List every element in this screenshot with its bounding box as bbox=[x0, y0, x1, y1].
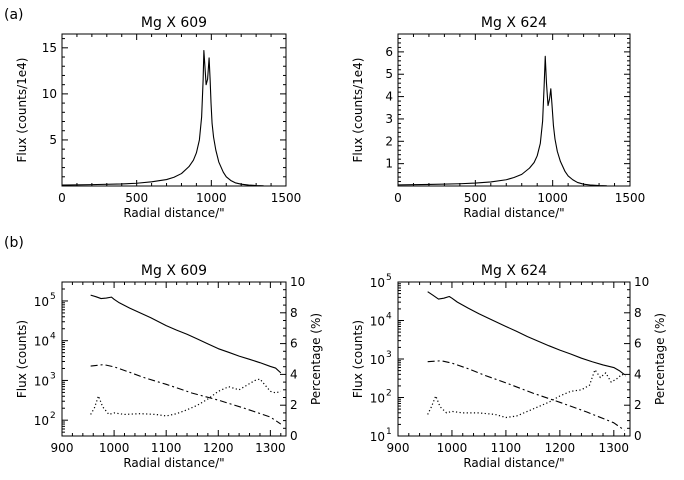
y2-tick-label: 4 bbox=[290, 367, 298, 381]
x-tick-label: 900 bbox=[387, 441, 410, 455]
y-tick-exponent: 3 bbox=[50, 371, 56, 381]
y2-tick-label: 4 bbox=[634, 367, 642, 381]
y2-tick-label: 8 bbox=[634, 306, 642, 320]
x-tick-label: 500 bbox=[125, 191, 148, 205]
y2-tick-label: 10 bbox=[634, 275, 649, 289]
y-tick-exponent: 4 bbox=[50, 332, 56, 342]
y-tick-label: 10 bbox=[34, 295, 49, 309]
x-tick-label: 1000 bbox=[196, 191, 227, 205]
y-tick-label: 5 bbox=[385, 67, 393, 81]
x-tick-label: 1300 bbox=[599, 441, 630, 455]
y-tick-label: 10 bbox=[370, 276, 385, 290]
y-tick-exponent: 4 bbox=[386, 312, 392, 322]
series-line-solid bbox=[427, 291, 625, 376]
x-tick-label: 1000 bbox=[99, 441, 130, 455]
plot-frame bbox=[397, 33, 631, 187]
x-tick-label: 1200 bbox=[203, 441, 234, 455]
y2-tick-label: 10 bbox=[290, 275, 305, 289]
y-tick-label: 10 bbox=[42, 87, 57, 101]
y-tick-label: 10 bbox=[370, 315, 385, 329]
y-tick-label: 10 bbox=[370, 353, 385, 367]
x-tick-label: 1000 bbox=[437, 441, 468, 455]
plot-frame bbox=[61, 281, 287, 437]
chart-title: Mg X 609 bbox=[141, 15, 207, 31]
y2-axis-label: Percentage (%) bbox=[653, 313, 667, 405]
y2-tick-label: 6 bbox=[290, 337, 298, 351]
y-tick-label: 5 bbox=[49, 133, 57, 147]
x-axis-label: Radial distance/" bbox=[463, 206, 564, 220]
y2-tick-label: 2 bbox=[290, 398, 298, 412]
panel-label-b: (b) bbox=[4, 235, 24, 251]
x-tick-label: 1100 bbox=[491, 441, 522, 455]
x-axis-label: Radial distance/" bbox=[123, 456, 224, 470]
x-tick-label: 1000 bbox=[537, 191, 568, 205]
x-tick-label: 1500 bbox=[615, 191, 646, 205]
y2-tick-label: 6 bbox=[634, 337, 642, 351]
chart-mg-x-609-linear: Mg X 609 0 500 1000 1500 Radial distance/" Flu… bbox=[15, 15, 301, 220]
x-axis-label: Radial distance/" bbox=[123, 206, 224, 220]
y2-tick-label: 0 bbox=[634, 429, 642, 443]
series-line-solid bbox=[61, 50, 264, 187]
series-line-dashdot bbox=[427, 360, 625, 431]
y-tick-exponent: 3 bbox=[386, 350, 392, 360]
series-line-dotted bbox=[90, 378, 281, 417]
y-tick-exponent: 5 bbox=[386, 273, 392, 283]
x-tick-label: 1200 bbox=[545, 441, 576, 455]
y-tick-label: 10 bbox=[34, 374, 49, 388]
chart-mg-x-624-linear: Mg X 624 0 500 1000 1500 Radial distance/" Flu… bbox=[351, 15, 645, 220]
y2-tick-label: 2 bbox=[634, 398, 642, 412]
x-tick-label: 900 bbox=[51, 441, 74, 455]
y-tick-label: 10 bbox=[370, 430, 385, 444]
y2-tick-label: 8 bbox=[290, 306, 298, 320]
y-tick-exponent: 5 bbox=[50, 292, 56, 302]
plot-frame bbox=[61, 33, 287, 187]
y2-axis-label: Percentage (%) bbox=[309, 313, 323, 405]
chart-mg-x-609-log: Mg X 609 900 1000 1100 1200 1300 Radial distan… bbox=[15, 263, 323, 470]
y-axis-label: Flux (counts/1e4) bbox=[351, 58, 365, 163]
series-line-dotted bbox=[427, 369, 626, 419]
y-axis-label: Flux (counts) bbox=[15, 320, 29, 398]
y-tick-label: 10 bbox=[34, 414, 49, 428]
y-tick-label: 10 bbox=[370, 392, 385, 406]
plot-frame bbox=[397, 281, 631, 437]
y-tick-label: 2 bbox=[385, 134, 393, 148]
y-tick-label: 15 bbox=[42, 41, 57, 55]
y-tick-label: 3 bbox=[385, 112, 393, 126]
x-tick-label: 1100 bbox=[151, 441, 182, 455]
chart-title: Mg X 624 bbox=[481, 15, 547, 31]
x-axis-label: Radial distance/" bbox=[463, 456, 564, 470]
series-line-solid bbox=[90, 294, 282, 374]
series-line-dashdot bbox=[90, 364, 282, 425]
chart-title: Mg X 624 bbox=[481, 263, 547, 279]
y-tick-exponent: 2 bbox=[386, 389, 392, 399]
y-tick-label: 10 bbox=[34, 335, 49, 349]
chart-title: Mg X 609 bbox=[141, 263, 207, 279]
y-axis-label: Flux (counts) bbox=[351, 320, 365, 398]
x-tick-label: 1300 bbox=[255, 441, 286, 455]
series-line-solid bbox=[397, 55, 607, 187]
x-tick-label: 0 bbox=[58, 191, 66, 205]
panel-label-a: (a) bbox=[4, 7, 24, 23]
y-tick-label: 4 bbox=[385, 90, 393, 104]
y-axis-label: Flux (counts/1e4) bbox=[15, 58, 29, 163]
y-tick-exponent: 1 bbox=[386, 427, 392, 437]
y-tick-label: 1 bbox=[385, 157, 393, 171]
y2-tick-label: 0 bbox=[290, 429, 298, 443]
y-tick-label: 6 bbox=[385, 45, 393, 59]
y-tick-exponent: 2 bbox=[50, 411, 56, 421]
x-tick-label: 1500 bbox=[271, 191, 302, 205]
x-tick-label: 0 bbox=[394, 191, 402, 205]
x-tick-label: 500 bbox=[464, 191, 487, 205]
